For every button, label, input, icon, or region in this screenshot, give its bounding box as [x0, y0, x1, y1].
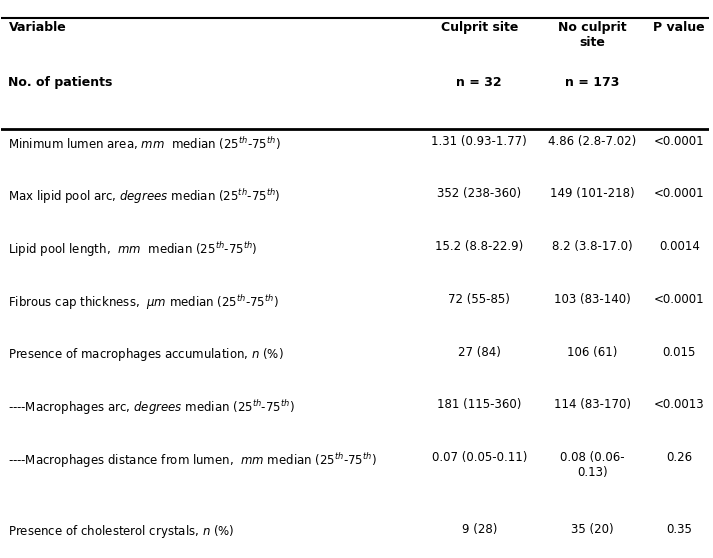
Text: Presence of cholesterol crystals, $\mathit{n}$ (%): Presence of cholesterol crystals, $\math…	[9, 523, 235, 540]
Text: 8.2 (3.8-17.0): 8.2 (3.8-17.0)	[552, 240, 633, 253]
Text: Minimum lumen area, $\mathit{mm}$  median (25$^{th}$-75$^{th}$): Minimum lumen area, $\mathit{mm}$ median…	[9, 134, 282, 152]
Text: ----Macrophages distance from lumen,  $\mathit{mm}$ median (25$^{th}$-75$^{th}$): ----Macrophages distance from lumen, $\m…	[9, 451, 377, 470]
Text: n = 32: n = 32	[456, 76, 502, 89]
Text: Fibrous cap thickness,  $\mathit{\mu m}$ median (25$^{th}$-75$^{th}$): Fibrous cap thickness, $\mathit{\mu m}$ …	[9, 293, 279, 312]
Text: ----Macrophages arc, $\mathit{degrees}$ median (25$^{th}$-75$^{th}$): ----Macrophages arc, $\mathit{degrees}$ …	[9, 398, 295, 417]
Text: <0.0001: <0.0001	[654, 187, 704, 200]
Text: 72 (55-85): 72 (55-85)	[448, 293, 511, 306]
Text: 352 (238-360): 352 (238-360)	[437, 187, 521, 200]
Text: Lipid pool length,  $\mathit{mm}$  median (25$^{th}$-75$^{th}$): Lipid pool length, $\mathit{mm}$ median …	[9, 240, 258, 259]
Text: 114 (83-170): 114 (83-170)	[554, 398, 631, 411]
Text: 27 (84): 27 (84)	[458, 345, 501, 359]
Text: 1.31 (0.93-1.77): 1.31 (0.93-1.77)	[431, 134, 527, 148]
Text: No. of patients: No. of patients	[9, 76, 113, 89]
Text: 0.015: 0.015	[662, 345, 696, 359]
Text: 4.86 (2.8-7.02): 4.86 (2.8-7.02)	[548, 134, 637, 148]
Text: 0.0014: 0.0014	[659, 240, 699, 253]
Text: 35 (20): 35 (20)	[571, 523, 614, 536]
Text: 15.2 (8.8-22.9): 15.2 (8.8-22.9)	[435, 240, 523, 253]
Text: No culprit
site: No culprit site	[558, 21, 627, 49]
Text: 103 (83-140): 103 (83-140)	[554, 293, 631, 306]
Text: Culprit site: Culprit site	[441, 21, 518, 34]
Text: 106 (61): 106 (61)	[568, 345, 617, 359]
Text: <0.0001: <0.0001	[654, 293, 704, 306]
Text: Max lipid pool arc, $\mathit{degrees}$ median (25$^{th}$-75$^{th}$): Max lipid pool arc, $\mathit{degrees}$ m…	[9, 187, 281, 206]
Text: 149 (101-218): 149 (101-218)	[550, 187, 635, 200]
Text: <0.0001: <0.0001	[654, 134, 704, 148]
Text: n = 173: n = 173	[565, 76, 620, 89]
Text: P value: P value	[653, 21, 705, 34]
Text: Variable: Variable	[9, 21, 66, 34]
Text: 9 (28): 9 (28)	[461, 523, 497, 536]
Text: <0.0013: <0.0013	[654, 398, 704, 411]
Text: 181 (115-360): 181 (115-360)	[437, 398, 521, 411]
Text: 0.07 (0.05-0.11): 0.07 (0.05-0.11)	[431, 451, 527, 464]
Text: 0.35: 0.35	[666, 523, 692, 536]
Text: 0.26: 0.26	[666, 451, 692, 464]
Text: 0.08 (0.06-
0.13): 0.08 (0.06- 0.13)	[560, 451, 625, 479]
Text: Presence of macrophages accumulation, $\mathit{n}$ (%): Presence of macrophages accumulation, $\…	[9, 345, 284, 363]
